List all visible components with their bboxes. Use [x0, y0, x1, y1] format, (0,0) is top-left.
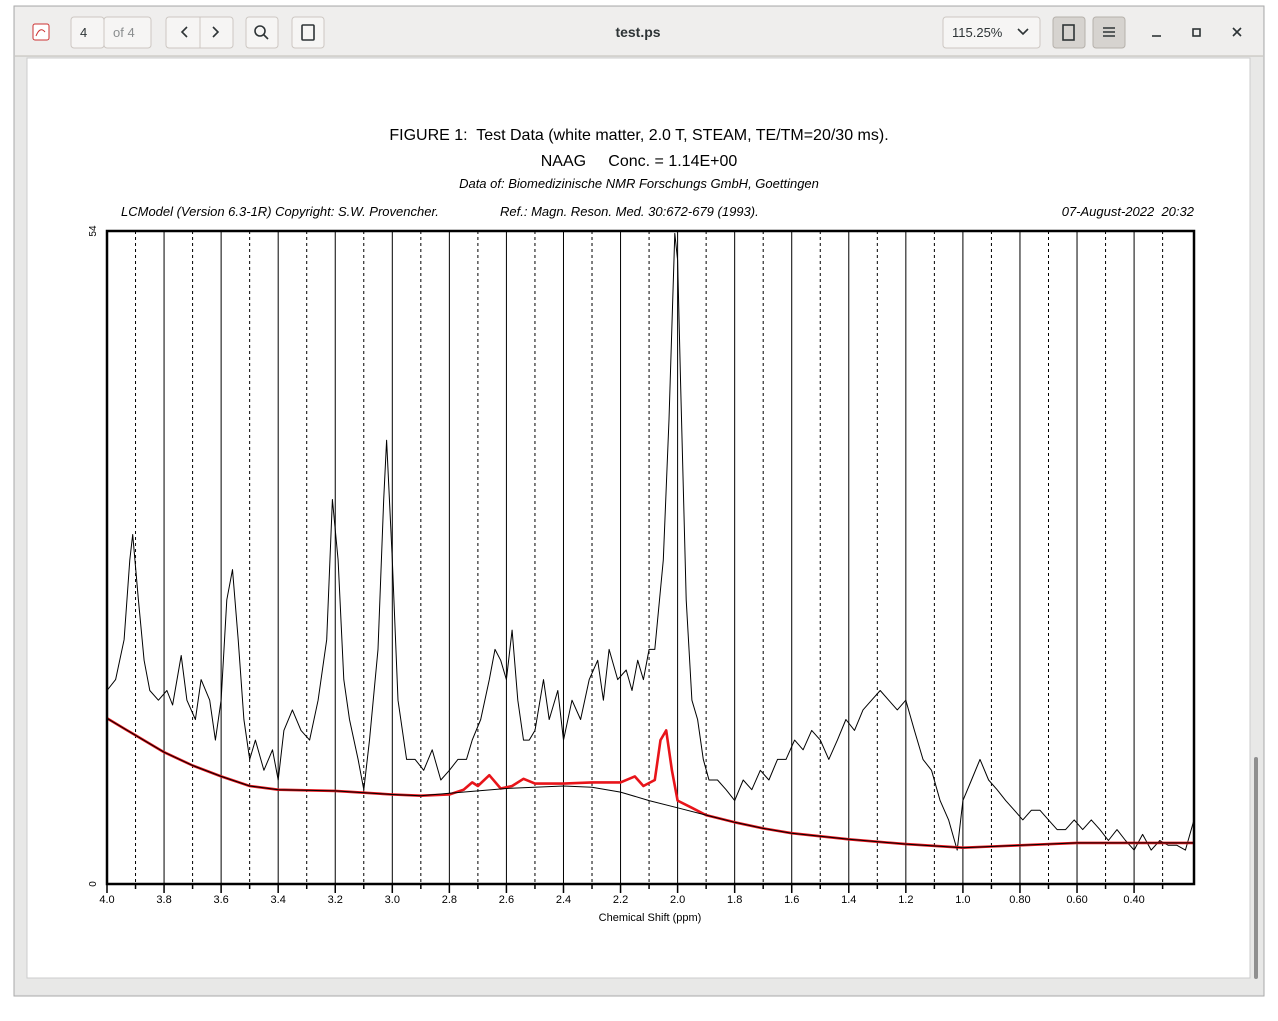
- source: Data of: Biomedizinische NMR Forschungs …: [459, 176, 819, 191]
- close[interactable]: [1232, 27, 1242, 37]
- x-axis-label: Chemical Shift (ppm): [599, 912, 702, 924]
- file-title: test.ps: [615, 24, 660, 40]
- maximize[interactable]: [1192, 28, 1201, 37]
- x-tick-label: 2.4: [556, 894, 571, 906]
- x-tick-label: 3.6: [213, 894, 228, 906]
- x-tick-label: 3.0: [385, 894, 400, 906]
- figure-title: FIGURE 1: Test Data (white matter, 2.0 T…: [389, 127, 888, 144]
- x-tick-label: 1.0: [955, 894, 970, 906]
- y-tick-label: 54: [88, 225, 99, 237]
- x-tick-label: 0.40: [1123, 894, 1144, 906]
- zoom-text: 115.25%: [952, 25, 1003, 40]
- series-line: [106, 232, 1195, 851]
- page-input[interactable]: [70, 16, 105, 49]
- scrollbar[interactable]: [1254, 757, 1258, 979]
- x-tick-label: 3.2: [328, 894, 343, 906]
- page-input-text: 4: [80, 25, 87, 40]
- plot-frame: [105, 229, 1196, 886]
- x-tick-label: 3.8: [156, 894, 171, 906]
- doc-icon: [32, 23, 50, 41]
- page-count: of 4: [113, 25, 135, 40]
- annot-icon: [301, 24, 315, 41]
- page-count-box: [103, 16, 152, 49]
- annot-button[interactable]: [291, 16, 325, 49]
- document-page: [26, 57, 1251, 979]
- x-tick-label: 2.8: [442, 894, 457, 906]
- series-line: [106, 717, 1194, 849]
- prev-icon: [180, 26, 188, 38]
- doc-button-icon: [1062, 24, 1075, 41]
- zoom-box[interactable]: [942, 16, 1041, 49]
- header-center: Ref.: Magn. Reson. Med. 30:672-679 (1993…: [500, 204, 759, 219]
- x-tick-label: 1.2: [898, 894, 913, 906]
- x-tick-label: 1.4: [841, 894, 856, 906]
- next-icon: [212, 26, 220, 38]
- x-tick-label: 4.0: [99, 894, 114, 906]
- menu-icon: [1103, 27, 1115, 37]
- x-tick-label: 3.4: [271, 894, 286, 906]
- x-tick-label: 2.2: [613, 894, 628, 906]
- zoom-arrow: [1017, 28, 1029, 36]
- x-tick-label: 2.0: [670, 894, 685, 906]
- x-tick-label: 0.80: [1009, 894, 1030, 906]
- x-tick-label: 1.8: [727, 894, 742, 906]
- search-button[interactable]: [245, 16, 279, 49]
- header-right: 07-August-2022 20:32: [1062, 204, 1195, 219]
- y-tick-label: 0: [88, 881, 99, 887]
- x-tick-label: 0.60: [1066, 894, 1087, 906]
- x-tick-label: 1.6: [784, 894, 799, 906]
- x-tick-label: 2.6: [499, 894, 514, 906]
- header-left: LCModel (Version 6.3-1R) Copyright: S.W.…: [121, 204, 439, 219]
- search-icon: [254, 25, 266, 37]
- doc-button[interactable]: [1052, 16, 1086, 49]
- figure-subtitle: NAAG Conc. = 1.14E+00: [541, 153, 738, 170]
